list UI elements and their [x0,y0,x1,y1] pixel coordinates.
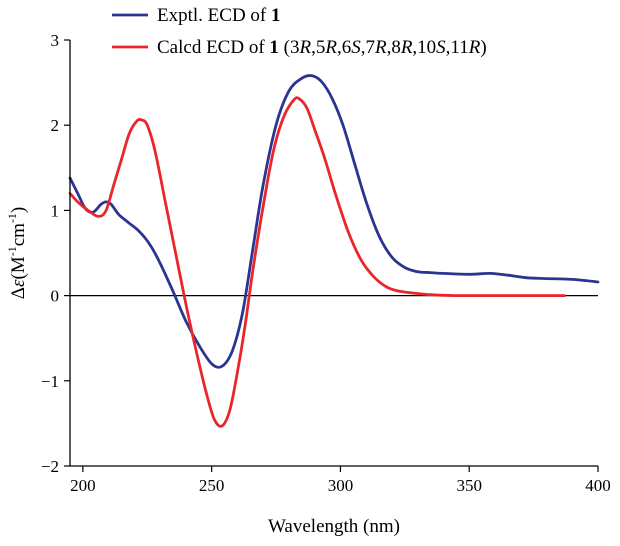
x-tick-label: 350 [456,476,482,495]
calcd-ecd-line [68,96,566,428]
x-axis-title: Wavelength (nm) [268,516,400,537]
x-tick-label: 250 [199,476,225,495]
legend-entry: Calcd ECD of 1 (3R,5R,6S,7R,8R,10S,11R) [157,37,487,58]
y-tick-label: 1 [51,201,60,220]
y-tick-label: −1 [41,372,59,391]
legend-entry: Exptl. ECD of 1 [157,5,281,26]
x-tick-label: 300 [328,476,354,495]
y-tick-label: 2 [51,116,60,135]
x-tick-label: 200 [70,476,96,495]
y-tick-label: 3 [51,31,60,50]
y-axis-title: Δε(M-1cm-1) [5,207,29,300]
exptl-ecd-line [68,74,600,369]
y-tick-label: −2 [41,457,59,476]
y-tick-label: 0 [51,287,60,306]
x-tick-label: 400 [585,476,611,495]
